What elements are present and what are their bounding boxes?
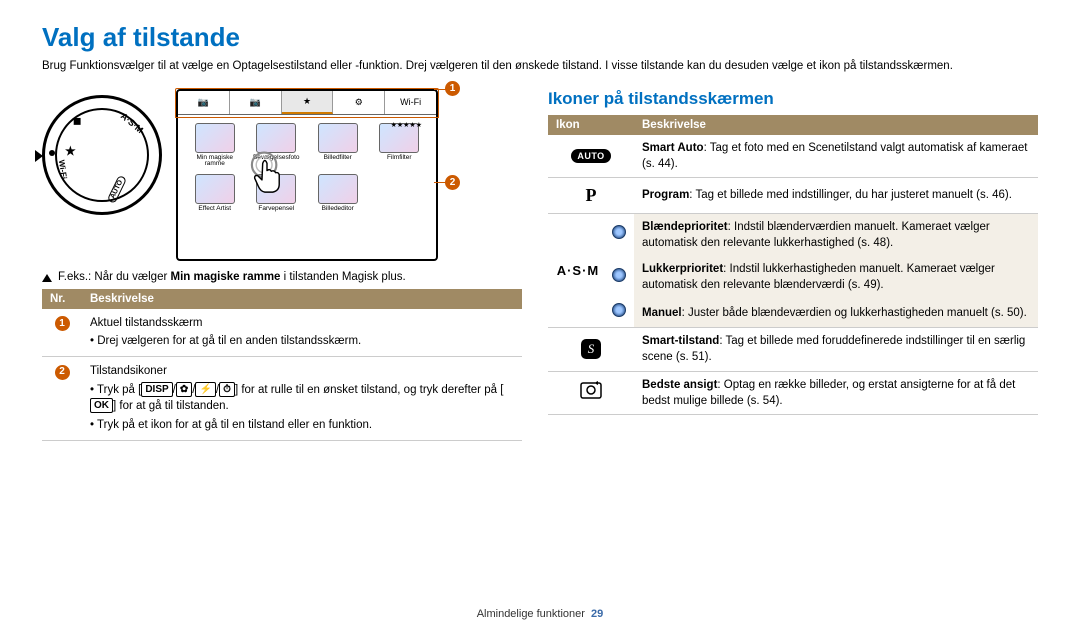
- left-column: A·S·M AUTO Wi-Fi ★ ◼ 📷 📷 ★ ⚙ Wi-Fi: [42, 89, 522, 441]
- face-bold: Bedste ansigt: [642, 379, 717, 391]
- icons-th-icon: Ikon: [548, 115, 634, 135]
- callout-1-line: [434, 89, 446, 90]
- screen-tab-0: 📷: [178, 91, 230, 114]
- asm-sub3-text: : Juster både blændeværdien og lukkerhas…: [682, 307, 1027, 319]
- note-suffix: i tilstanden Magisk plus.: [284, 271, 406, 283]
- screen-tab-1: 📷: [230, 91, 282, 114]
- kbd-disp: DISP: [141, 382, 172, 397]
- left-row-2: 2 Tilstandsikoner Tryk på [DISP/✿/⚡/⏱] f…: [42, 356, 522, 440]
- icon-row-s: S Smart-tilstand: Tag et billede med for…: [548, 328, 1038, 371]
- touch-hand-icon: [244, 149, 290, 195]
- row2-bullet-0: Tryk på [DISP/✿/⚡/⏱] for at rulle til en…: [90, 382, 514, 415]
- intro-text: Brug Funktionsvælger til at vælge en Opt…: [42, 59, 1038, 75]
- note-bold: Min magiske ramme: [171, 271, 281, 283]
- icon-row-asm-sub2: Lukkerprioritet: Indstil lukkerhastighed…: [548, 256, 1038, 298]
- thumb-3: Filmfilter: [373, 123, 427, 168]
- screen-tab-4: Wi-Fi: [385, 91, 436, 114]
- kbd-flower-icon: ✿: [176, 382, 192, 397]
- icons-table: Ikon Beskrivelse AUTO Smart Auto: Tag et…: [548, 115, 1038, 415]
- row2-num: 2: [55, 365, 70, 380]
- row2-title: Tilstandsikoner: [90, 365, 167, 377]
- screen-illustration: 📷 📷 ★ ⚙ Wi-Fi Min magiske ramme Bevægels…: [176, 89, 438, 261]
- row1-num: 1: [55, 316, 70, 331]
- icon-row-asm-sub1: A·S·M Blændeprioritet: Indstil blændervæ…: [548, 213, 1038, 256]
- dial-label-auto: AUTO: [107, 175, 127, 204]
- auto-bold: Smart Auto: [642, 142, 704, 154]
- asm-sub2-dot-icon: [612, 268, 626, 282]
- icon-row-asm-sub3: Manuel: Juster både blændeværdien og luk…: [548, 298, 1038, 328]
- page-footer: Almindelige funktioner 29: [0, 608, 1080, 620]
- asm-sub2-bold: Lukkerprioritet: [642, 263, 723, 275]
- asm-sub1-dot-icon: [612, 225, 626, 239]
- rating-stars-icon: ★★★★★: [391, 121, 422, 129]
- mode-s-icon: S: [581, 339, 601, 359]
- screen-tab-2: ★: [282, 91, 334, 114]
- screen-thumb-grid: Min magiske ramme Bevægelsesfoto Billedf…: [178, 115, 436, 217]
- icon-row-p: P Program: Tag et billede med indstillin…: [548, 177, 1038, 213]
- auto-badge-icon: AUTO: [571, 149, 610, 164]
- kbd-ok: OK: [90, 398, 113, 413]
- row1-title: Aktuel tilstandsskærm: [90, 317, 202, 329]
- page-title: Valg af tilstande: [42, 22, 1038, 53]
- thumb-2: Billedfilter: [311, 123, 365, 168]
- callout-1: 1: [445, 81, 460, 96]
- content-columns: A·S·M AUTO Wi-Fi ★ ◼ 📷 📷 ★ ⚙ Wi-Fi: [42, 89, 1038, 441]
- callout-2-line: [434, 182, 446, 183]
- asm-sub1-bold: Blændeprioritet: [642, 221, 728, 233]
- screen-tab-bar: 📷 📷 ★ ⚙ Wi-Fi: [178, 91, 436, 115]
- kbd-timer-icon: ⏱: [219, 382, 235, 397]
- thumb-4: Effect Artist: [188, 174, 242, 213]
- example-note: F.eks.: Når du vælger Min magiske ramme …: [42, 271, 522, 283]
- note-prefix: F.eks.: Når du vælger: [58, 271, 167, 283]
- left-row-1: 1 Aktuel tilstandsskærm Drej vælgeren fo…: [42, 309, 522, 357]
- footer-section: Almindelige funktioner: [477, 608, 585, 620]
- thumb-0: Min magiske ramme: [188, 123, 242, 168]
- kbd-flash-icon: ⚡: [195, 382, 215, 397]
- p-text: : Tag et billede med indstillinger, du h…: [689, 189, 1012, 201]
- thumb-6: Billededitor: [311, 174, 365, 213]
- mode-p-icon: P: [586, 185, 597, 205]
- triangle-up-icon: [42, 274, 52, 282]
- p-bold: Program: [642, 189, 689, 201]
- screen-tab-3: ⚙: [333, 91, 385, 114]
- right-heading: Ikoner på tilstandsskærmen: [548, 89, 1038, 109]
- row2-bullet-1: Tryk på et ikon for at gå til en tilstan…: [90, 417, 514, 434]
- right-column: Ikoner på tilstandsskærmen Ikon Beskrive…: [548, 89, 1038, 441]
- dial-label-wifi: Wi-Fi: [57, 159, 69, 180]
- callout-2: 2: [445, 175, 460, 190]
- dial-pointer-icon: [35, 150, 43, 162]
- dial-label-asm: A·S·M: [119, 110, 145, 134]
- left-description-table: Nr. Beskrivelse 1 Aktuel tilstandsskærm …: [42, 289, 522, 441]
- footer-page-number: 29: [591, 608, 603, 620]
- icons-th-desc: Beskrivelse: [634, 115, 1038, 135]
- lcd-screen: 📷 📷 ★ ⚙ Wi-Fi Min magiske ramme Bevægels…: [176, 89, 438, 261]
- left-th-nr: Nr.: [42, 289, 82, 309]
- icon-row-face: Bedste ansigt: Optag en række billeder, …: [548, 371, 1038, 414]
- row1-bullet-0: Drej vælgeren for at gå til en anden til…: [90, 333, 514, 350]
- asm-sub3-dot-icon: [612, 303, 626, 317]
- dial-dot-icon: [49, 150, 55, 156]
- mode-dial: A·S·M AUTO Wi-Fi ★ ◼: [42, 95, 162, 215]
- left-th-desc: Beskrivelse: [82, 289, 522, 309]
- icon-row-auto: AUTO Smart Auto: Tag et foto med en Scen…: [548, 135, 1038, 178]
- asm-sub3-bold: Manuel: [642, 307, 682, 319]
- mode-asm-icon: A·S·M: [557, 263, 600, 278]
- illustration-row: A·S·M AUTO Wi-Fi ★ ◼ 📷 📷 ★ ⚙ Wi-Fi: [42, 89, 522, 261]
- dial-square-icon: ◼: [73, 116, 81, 127]
- best-face-icon: [580, 380, 602, 400]
- s-bold: Smart-tilstand: [642, 335, 719, 347]
- dial-star-icon: ★: [65, 144, 76, 158]
